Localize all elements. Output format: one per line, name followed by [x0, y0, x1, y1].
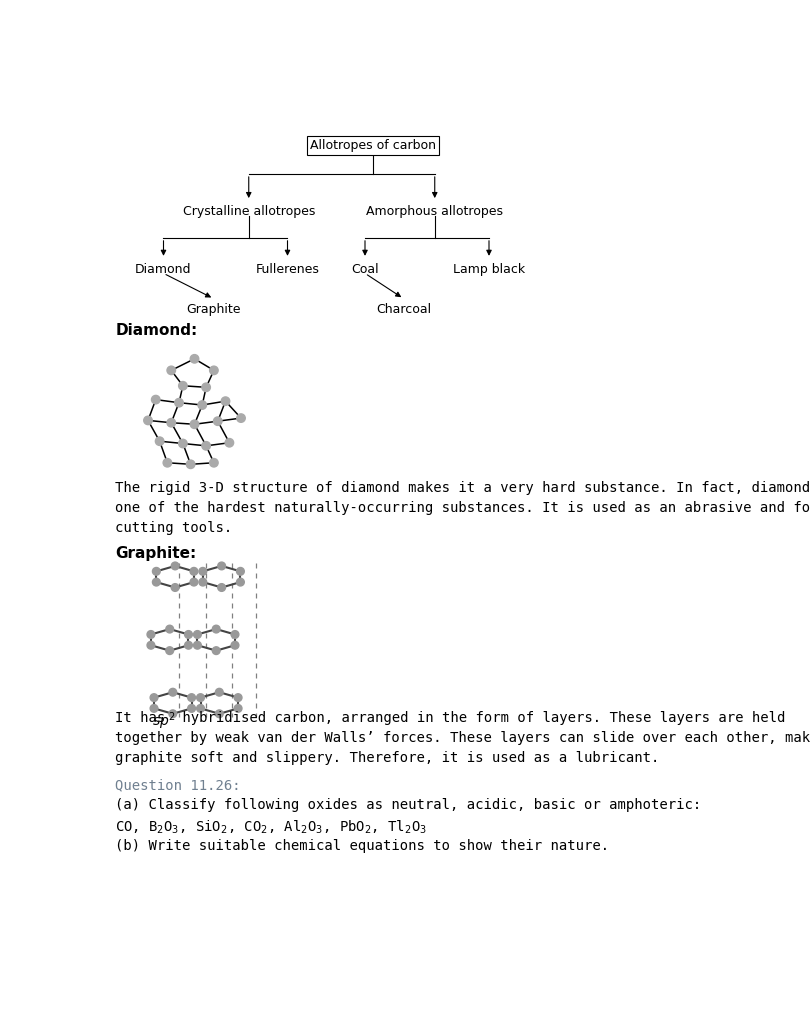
Circle shape: [237, 414, 245, 422]
Circle shape: [225, 438, 234, 447]
Circle shape: [187, 460, 195, 469]
Circle shape: [178, 381, 187, 390]
Text: Fullerenes: Fullerenes: [255, 262, 319, 276]
Circle shape: [184, 630, 192, 638]
Circle shape: [144, 416, 152, 425]
Text: one of the hardest naturally-occurring substances. It is used as an abrasive and: one of the hardest naturally-occurring s…: [115, 501, 811, 515]
Text: $sp^2$: $sp^2$: [152, 711, 175, 732]
Text: The rigid 3-D structure of diamond makes it a very hard substance. In fact, diam: The rigid 3-D structure of diamond makes…: [115, 481, 811, 495]
Circle shape: [171, 562, 178, 570]
Circle shape: [190, 354, 199, 363]
Circle shape: [152, 396, 160, 404]
Text: (b) Write suitable chemical equations to show their nature.: (b) Write suitable chemical equations to…: [115, 839, 609, 852]
Circle shape: [217, 562, 225, 570]
Circle shape: [221, 397, 230, 405]
Circle shape: [234, 694, 242, 701]
Circle shape: [196, 694, 204, 701]
Circle shape: [167, 366, 175, 375]
Text: cutting tools.: cutting tools.: [115, 522, 233, 535]
Text: graphite soft and slippery. Therefore, it is used as a lubricant.: graphite soft and slippery. Therefore, i…: [115, 751, 659, 764]
Text: Crystalline allotropes: Crystalline allotropes: [182, 205, 315, 218]
Circle shape: [174, 399, 183, 407]
Circle shape: [217, 584, 225, 591]
Text: Graphite: Graphite: [187, 303, 241, 316]
Circle shape: [147, 630, 155, 638]
Circle shape: [190, 420, 199, 429]
Circle shape: [152, 578, 160, 586]
Circle shape: [209, 459, 218, 467]
Text: Amorphous allotropes: Amorphous allotropes: [366, 205, 503, 218]
Text: together by weak van der Walls’ forces. These layers can slide over each other, : together by weak van der Walls’ forces. …: [115, 730, 811, 745]
Circle shape: [190, 567, 198, 575]
Circle shape: [169, 710, 177, 718]
Circle shape: [187, 694, 195, 701]
Circle shape: [199, 567, 207, 575]
Circle shape: [150, 705, 157, 712]
Circle shape: [196, 705, 204, 712]
Circle shape: [236, 578, 244, 586]
Circle shape: [165, 647, 174, 655]
Circle shape: [215, 688, 223, 696]
Text: (a) Classify following oxides as neutral, acidic, basic or amphoteric:: (a) Classify following oxides as neutral…: [115, 799, 701, 813]
Circle shape: [231, 641, 238, 649]
Circle shape: [147, 641, 155, 649]
Circle shape: [215, 710, 223, 718]
Text: Lamp black: Lamp black: [453, 262, 525, 276]
Circle shape: [231, 630, 238, 638]
Circle shape: [167, 418, 175, 427]
Circle shape: [202, 383, 210, 392]
Text: Allotropes of carbon: Allotropes of carbon: [309, 139, 436, 152]
Circle shape: [178, 439, 187, 447]
Circle shape: [202, 441, 210, 450]
Text: Diamond: Diamond: [135, 262, 191, 276]
Circle shape: [184, 641, 192, 649]
Text: hybridised carbon, arranged in the form of layers. These layers are held: hybridised carbon, arranged in the form …: [174, 711, 784, 725]
Circle shape: [193, 630, 201, 638]
Circle shape: [190, 578, 198, 586]
Circle shape: [199, 578, 207, 586]
Circle shape: [212, 647, 220, 655]
Circle shape: [152, 567, 160, 575]
Circle shape: [193, 641, 201, 649]
Text: It has: It has: [115, 711, 174, 725]
Circle shape: [209, 366, 218, 375]
Text: Graphite:: Graphite:: [115, 545, 196, 561]
Circle shape: [165, 625, 174, 633]
Text: Coal: Coal: [350, 262, 379, 276]
Text: Charcoal: Charcoal: [375, 303, 431, 316]
Circle shape: [212, 625, 220, 633]
Circle shape: [155, 437, 164, 445]
Circle shape: [234, 705, 242, 712]
Circle shape: [236, 567, 244, 575]
Circle shape: [213, 417, 221, 426]
Circle shape: [163, 459, 171, 467]
Text: CO, B$_2$O$_3$, SiO$_2$, CO$_2$, Al$_2$O$_3$, PbO$_2$, Tl$_2$O$_3$: CO, B$_2$O$_3$, SiO$_2$, CO$_2$, Al$_2$O…: [115, 818, 427, 836]
Circle shape: [198, 401, 206, 409]
Circle shape: [187, 705, 195, 712]
Circle shape: [169, 688, 177, 696]
Circle shape: [150, 694, 157, 701]
Circle shape: [171, 584, 178, 591]
Text: Question 11.26:: Question 11.26:: [115, 779, 241, 792]
Text: Diamond:: Diamond:: [115, 322, 197, 338]
